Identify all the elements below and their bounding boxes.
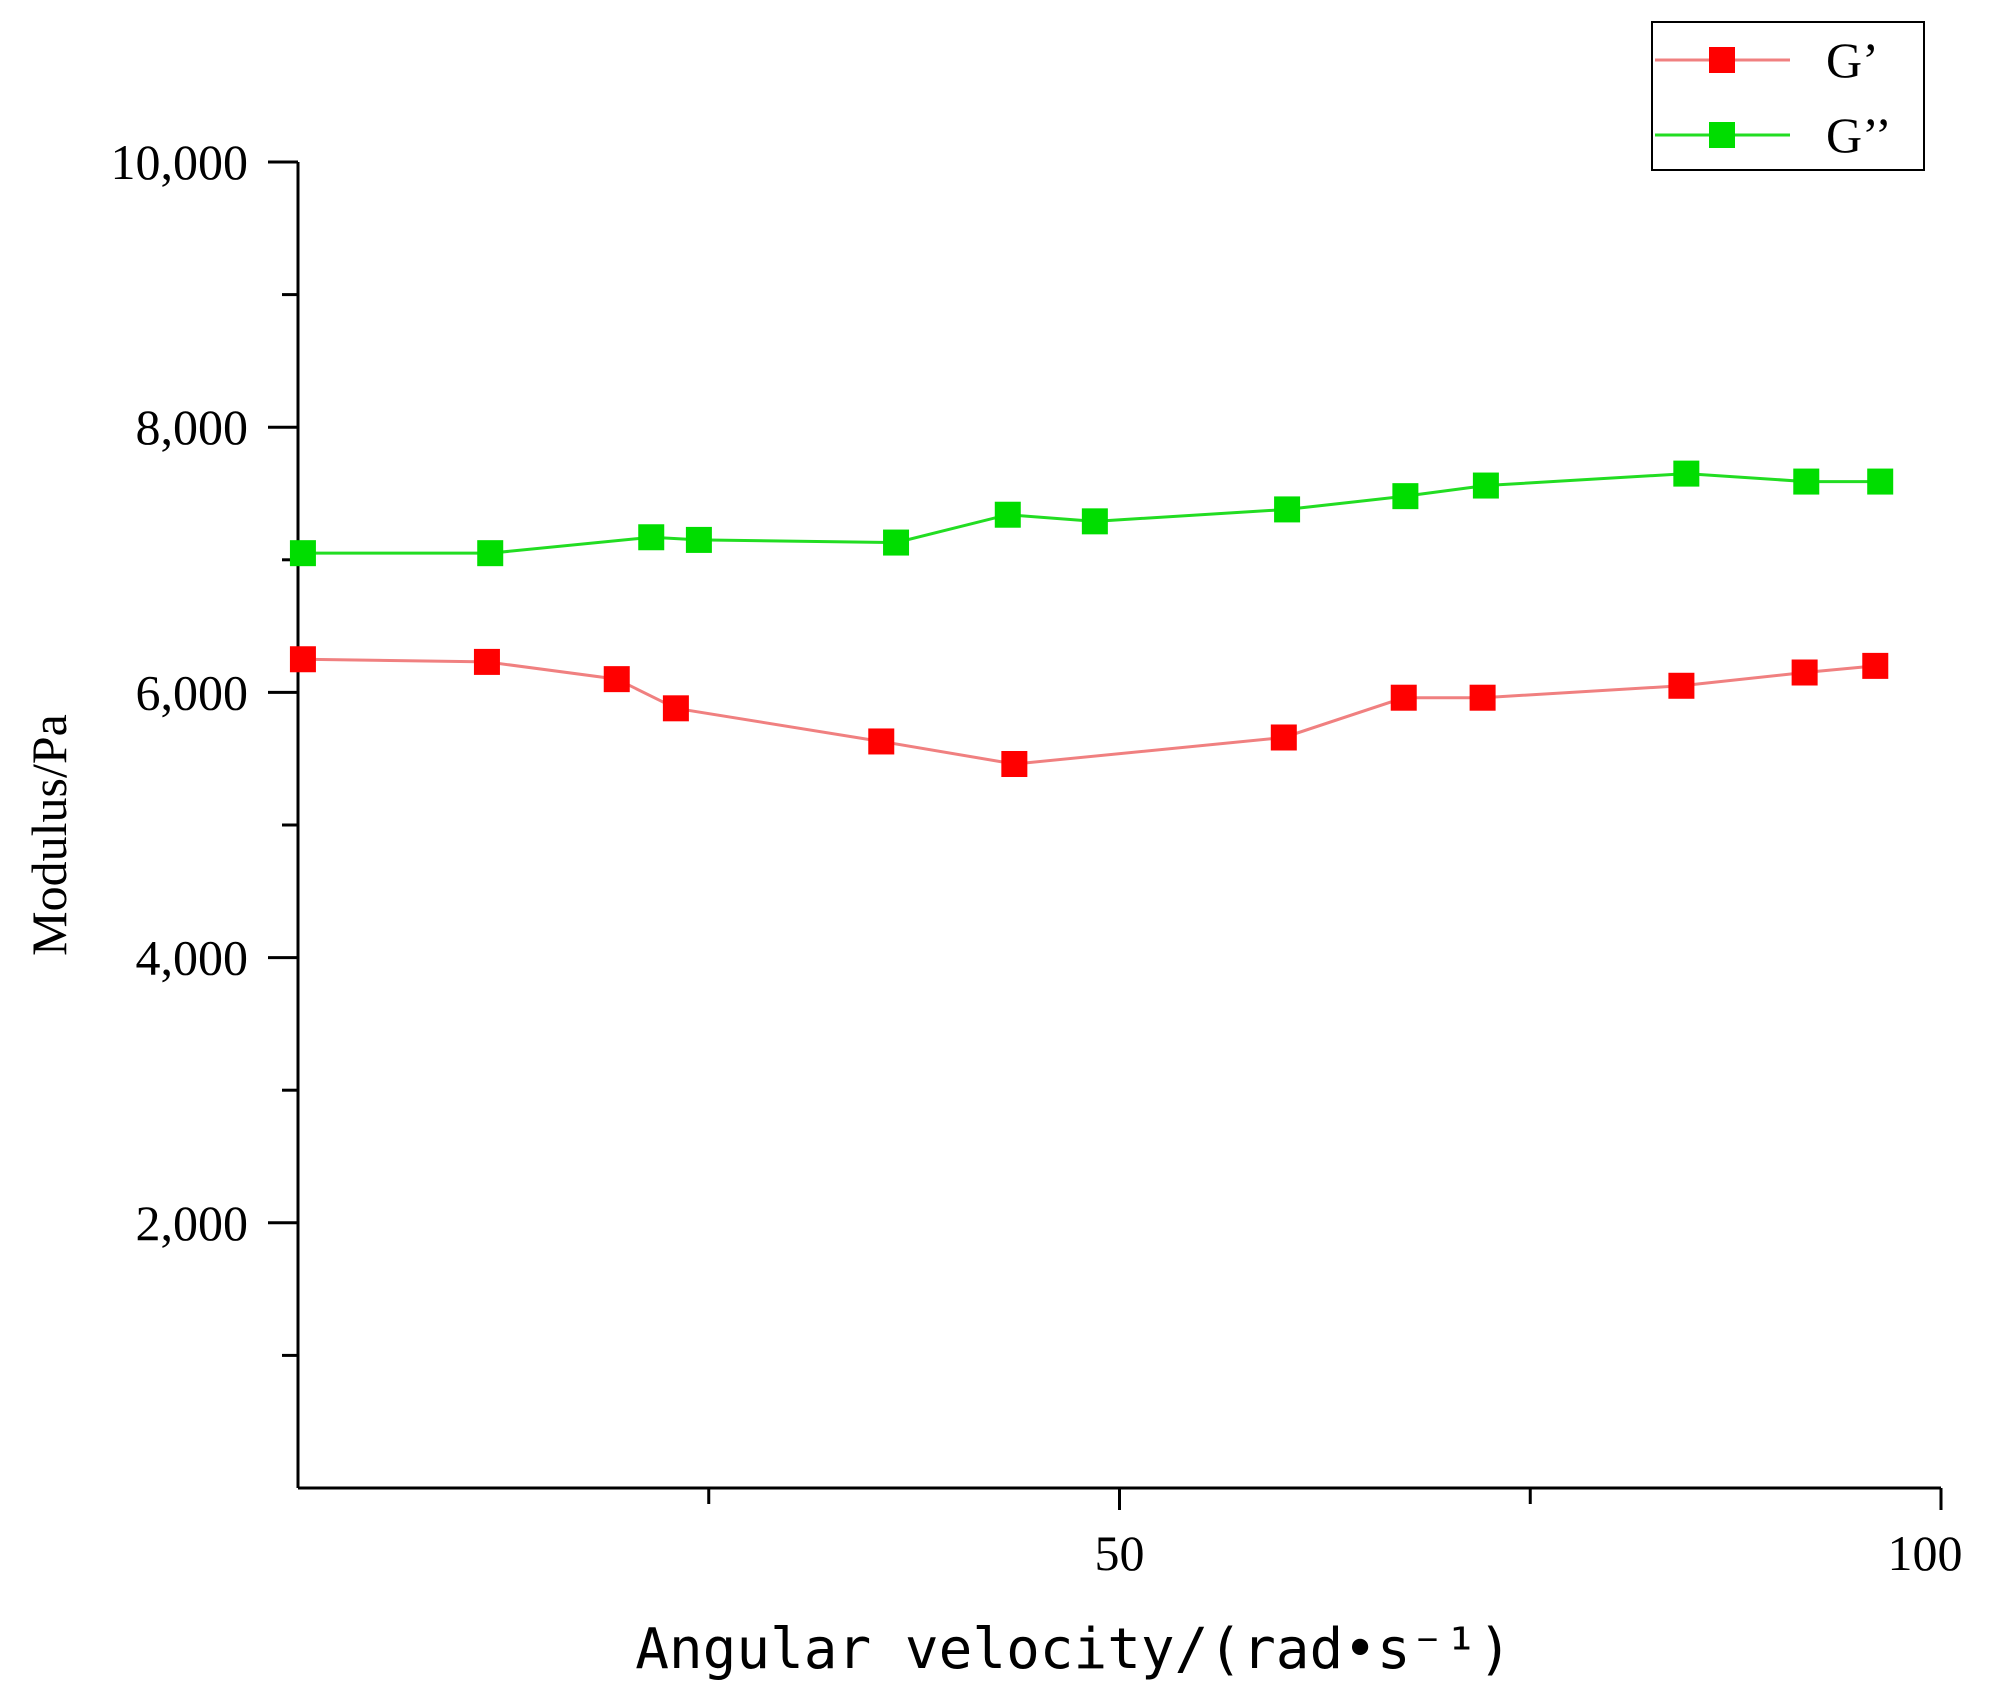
plot-series <box>289 460 1894 778</box>
x-axis-title: Angular velocity/(rad•s⁻¹) <box>635 1617 1512 1682</box>
series-1-point-1 <box>477 540 504 567</box>
x-tick-label-100: 100 <box>1888 1525 1963 1581</box>
y-axis-tick-labels: 2,000 4,000 6,000 8,000 10,000 <box>111 134 249 1251</box>
series-0-point-1 <box>473 648 500 675</box>
legend-label-g-double-prime: G’’ <box>1826 107 1892 163</box>
series-0-point-6 <box>1270 724 1297 751</box>
series-0-point-9 <box>1668 672 1695 699</box>
legend-entry-g-double-prime: G’’ <box>1655 107 1892 163</box>
series-1-point-3 <box>685 526 712 553</box>
series-0-point-8 <box>1469 684 1496 711</box>
series-1-point-8 <box>1392 483 1419 510</box>
y-tick-label-4000: 4,000 <box>136 930 249 986</box>
series-0 <box>289 646 1889 778</box>
series-0-point-5 <box>1001 751 1028 778</box>
series-0-point-4 <box>868 728 895 755</box>
series-0-point-0 <box>289 646 316 673</box>
series-1-point-6 <box>1081 508 1108 535</box>
series-1-point-4 <box>883 529 910 556</box>
y-axis-title: Modulus/Pa <box>21 714 77 956</box>
series-1 <box>289 460 1894 567</box>
legend-box <box>1651 21 1925 171</box>
legend-entry-g-prime: G’ <box>1655 32 1879 88</box>
series-1-point-5 <box>994 501 1021 528</box>
series-0-point-2 <box>603 666 630 693</box>
legend-marker-g-prime <box>1709 47 1735 73</box>
axes: 2,000 4,000 6,000 8,000 10,000 50 100 <box>111 134 1963 1581</box>
x-axis-ticks <box>707 1488 1943 1510</box>
y-tick-label-6000: 6,000 <box>136 664 249 720</box>
series-0-point-3 <box>662 695 689 722</box>
series-1-point-0 <box>289 540 316 567</box>
x-tick-label-50: 50 <box>1095 1525 1145 1581</box>
series-0-point-10 <box>1791 659 1818 686</box>
series-1-point-12 <box>1867 468 1894 495</box>
legend: G’ G’’ <box>1651 21 1925 171</box>
legend-label-g-prime: G’ <box>1826 32 1879 88</box>
x-axis-tick-labels: 50 100 <box>1095 1525 1963 1581</box>
series-0-line <box>302 657 1876 766</box>
legend-marker-g-double-prime <box>1709 122 1735 148</box>
series-1-point-2 <box>638 524 665 551</box>
series-0-point-7 <box>1390 684 1417 711</box>
y-tick-label-10000: 10,000 <box>111 134 249 190</box>
y-axis-ticks <box>268 160 298 1357</box>
y-tick-label-2000: 2,000 <box>136 1195 249 1251</box>
series-1-point-10 <box>1673 460 1700 487</box>
y-tick-label-8000: 8,000 <box>136 399 249 455</box>
series-1-point-7 <box>1274 496 1301 523</box>
series-0-point-11 <box>1862 652 1889 679</box>
series-1-point-9 <box>1472 472 1499 499</box>
series-1-point-11 <box>1793 468 1820 495</box>
